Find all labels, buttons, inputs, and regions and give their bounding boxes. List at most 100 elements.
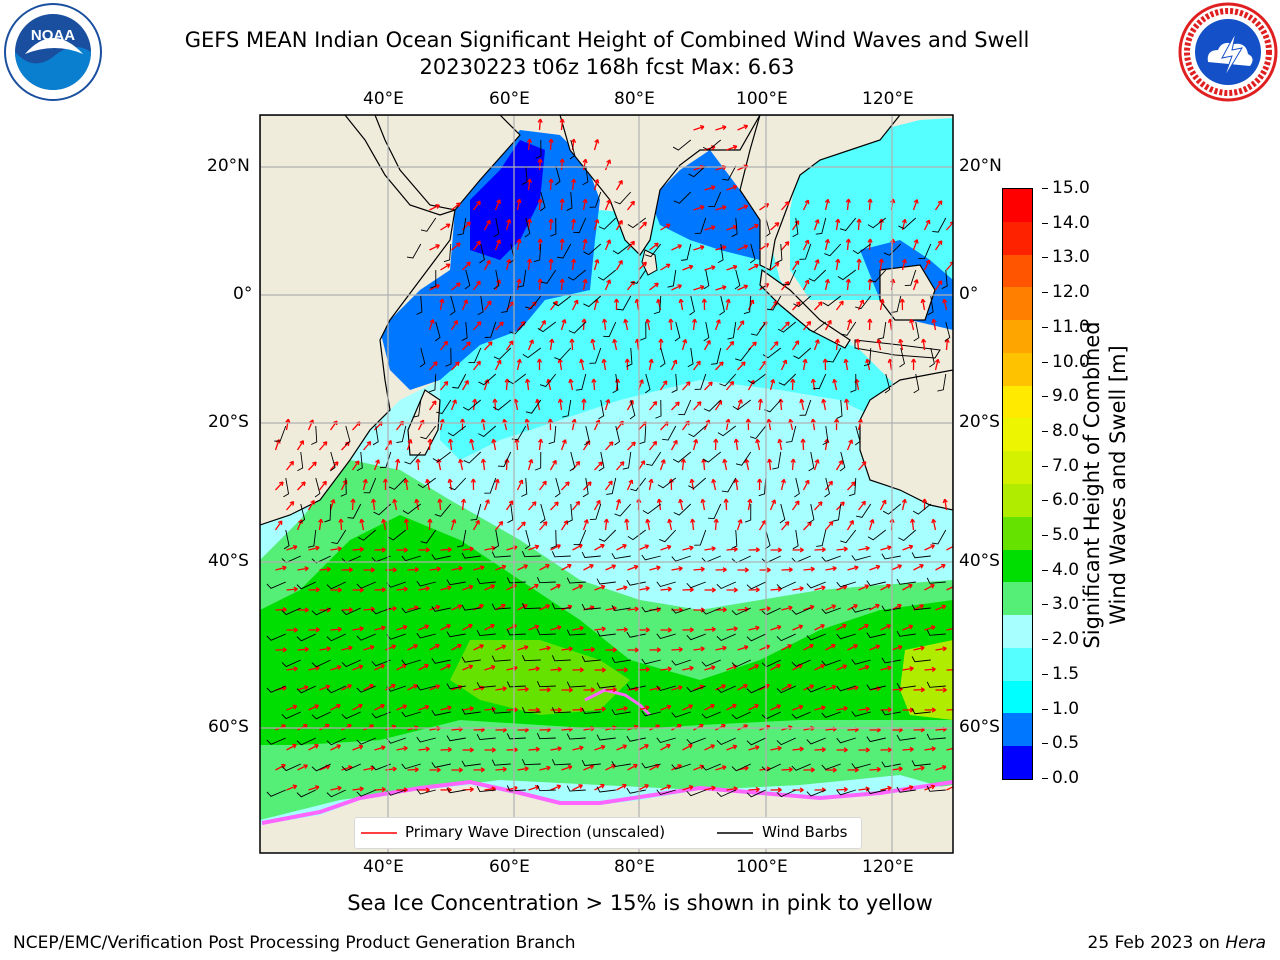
- wave-arrow: [824, 480, 833, 491]
- wave-arrow: [715, 126, 727, 131]
- wave-arrow: [726, 627, 738, 631]
- wave-arrow: [593, 500, 601, 511]
- wave-arrow-head: [838, 460, 843, 465]
- wave-arrow-head: [310, 499, 315, 505]
- wave-arrow: [318, 480, 327, 491]
- wind-barb: [703, 269, 710, 290]
- wave-arrow: [660, 667, 672, 671]
- wave-arrow-head: [804, 199, 810, 205]
- wave-arrow: [889, 359, 893, 371]
- wave-arrow-head: [596, 499, 601, 505]
- wave-arrow-head: [700, 566, 705, 572]
- wind-barb: [356, 451, 363, 472]
- wave-arrow: [946, 586, 953, 591]
- wave-arrow-head: [954, 668, 957, 672]
- wave-arrow-head: [875, 644, 881, 650]
- wave-arrow: [671, 284, 682, 291]
- wave-arrow-head: [314, 704, 319, 709]
- wave-arrow: [923, 219, 930, 231]
- wind-barb: [581, 759, 601, 766]
- wind-barb: [347, 503, 362, 519]
- wave-arrow-head: [790, 458, 796, 463]
- wind-barb: [708, 191, 722, 208]
- colorbar-segment: [1003, 680, 1032, 714]
- wave-arrow: [858, 584, 869, 591]
- wind-barb: [539, 191, 546, 212]
- wave-arrow: [594, 627, 606, 631]
- wave-arrow-head: [314, 743, 319, 749]
- wave-arrow-head: [831, 604, 837, 610]
- wave-arrow-head: [722, 567, 727, 573]
- wave-arrow-head: [710, 744, 715, 749]
- wind-barb: [836, 399, 843, 419]
- wave-arrow-head: [425, 547, 430, 553]
- wave-arrow: [472, 240, 481, 251]
- wave-arrow: [616, 461, 625, 471]
- wind-barb: [326, 581, 346, 590]
- wave-arrow: [360, 519, 365, 531]
- wave-arrow: [550, 584, 561, 591]
- wave-arrow: [670, 440, 678, 451]
- wind-barb: [678, 399, 692, 416]
- wave-arrow: [473, 321, 482, 331]
- wind-barb: [791, 763, 811, 771]
- wind-barb: [656, 633, 676, 640]
- wave-arrow: [616, 784, 627, 791]
- wave-arrow-head: [556, 625, 562, 631]
- wind-barb: [326, 633, 346, 642]
- wave-arrow-head: [909, 746, 914, 753]
- wave-arrow: [638, 544, 649, 551]
- wave-arrow-head: [799, 746, 804, 752]
- wave-arrow: [484, 708, 496, 711]
- wave-arrow: [604, 518, 608, 531]
- wave-arrow-head: [814, 459, 820, 464]
- wave-arrow-head: [536, 358, 543, 363]
- wave-arrow: [735, 479, 739, 491]
- wave-arrow: [319, 568, 331, 571]
- wind-barb: [506, 629, 526, 636]
- wave-arrow: [626, 240, 635, 251]
- wave-arrow-head: [559, 198, 565, 203]
- wave-arrow: [275, 481, 284, 491]
- wave-arrow: [803, 644, 814, 651]
- wave-arrow-head: [710, 665, 716, 671]
- wave-arrow-head: [721, 285, 727, 291]
- wind-barb: [419, 347, 426, 368]
- wave-arrow: [407, 644, 418, 651]
- wave-arrow-head: [821, 398, 827, 404]
- wind-barb: [461, 321, 468, 341]
- wave-arrow: [726, 145, 738, 151]
- wave-arrow-head: [432, 361, 438, 366]
- wave-arrow: [935, 765, 947, 771]
- wave-arrow: [835, 338, 839, 351]
- wave-arrow-head: [832, 378, 838, 384]
- colorbar-tick-label: 10.0: [1052, 351, 1090, 372]
- wave-arrow-head: [865, 358, 871, 364]
- wave-arrow: [626, 200, 635, 211]
- wave-arrow: [924, 544, 935, 551]
- wave-arrow: [516, 279, 521, 291]
- wave-arrow-head: [476, 321, 482, 326]
- wind-barb: [941, 269, 948, 290]
- wave-arrow-head: [579, 745, 584, 751]
- wave-arrow-head: [719, 361, 724, 367]
- wind-barb: [869, 269, 887, 283]
- wind-barb: [596, 734, 616, 741]
- wind-barb: [446, 787, 466, 794]
- wave-arrow-head: [337, 626, 342, 632]
- wind-barb: [641, 762, 661, 769]
- wind-barb: [622, 451, 632, 470]
- wave-arrow-head: [565, 481, 570, 487]
- wave-arrow: [704, 666, 716, 671]
- wind-barb: [735, 347, 752, 362]
- wave-arrow: [748, 664, 759, 671]
- wind-barb: [642, 503, 662, 515]
- wave-arrow: [923, 259, 930, 271]
- colorbar-tick-mark: [1042, 222, 1048, 224]
- wave-arrow: [814, 301, 823, 311]
- wind-barb: [372, 425, 379, 446]
- wave-arrow: [505, 500, 514, 511]
- wave-arrow: [693, 125, 705, 131]
- wave-arrow-head: [490, 664, 496, 670]
- wind-barb: [521, 759, 541, 766]
